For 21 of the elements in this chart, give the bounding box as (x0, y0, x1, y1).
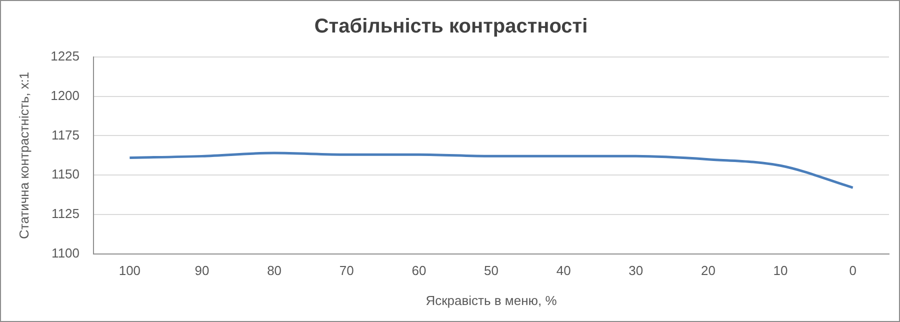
y-tick-label: 1150 (52, 166, 80, 182)
y-tick-label: 1225 (50, 48, 80, 64)
y-tick-label: 1100 (52, 245, 80, 260)
x-axis-title: Яскравість в меню, % (426, 292, 558, 308)
chart-title: Стабільність контрастності (314, 16, 588, 38)
y-tick-label: 1125 (52, 206, 80, 222)
x-tick-label: 30 (628, 263, 644, 278)
x-tick-label: 10 (773, 263, 788, 278)
x-tick-label: 0 (849, 263, 856, 278)
y-tick-label: 1200 (50, 88, 80, 103)
x-tick-label: 70 (339, 263, 354, 278)
y-axis-title: Статична контрастність, x:1 (16, 72, 32, 239)
x-tick-label: 60 (412, 263, 426, 278)
x-tick-label: 50 (484, 263, 498, 278)
x-tick-label: 80 (267, 263, 282, 278)
x-tick-label: 40 (556, 263, 571, 278)
x-tick-label: 20 (700, 263, 716, 278)
y-tick-label: 1175 (52, 127, 80, 142)
x-tick-label: 100 (118, 263, 141, 278)
line-series (128, 152, 854, 189)
x-tick-label: 90 (194, 263, 210, 278)
